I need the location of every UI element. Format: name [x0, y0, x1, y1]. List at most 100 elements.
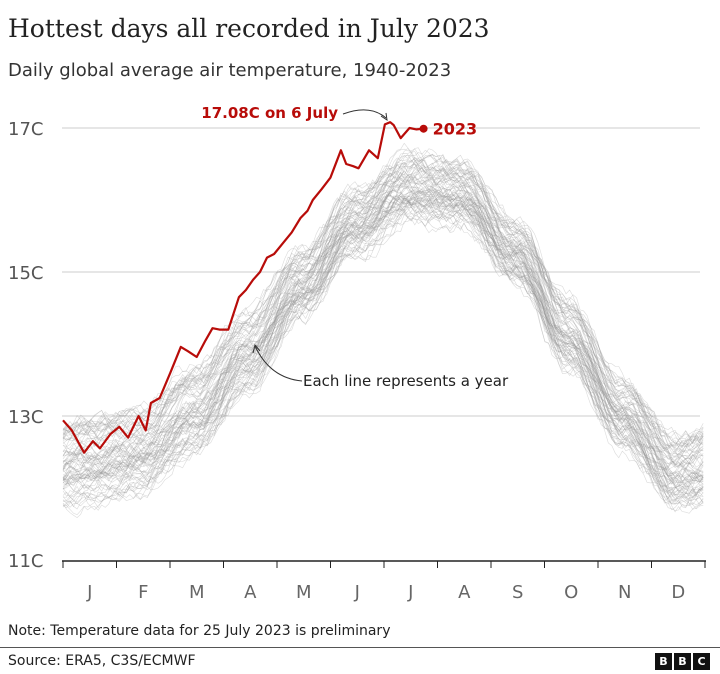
x-tick-label: A — [458, 582, 471, 603]
other-year-line — [62, 202, 704, 503]
other-year-line — [62, 151, 704, 447]
other-year-line — [62, 157, 704, 453]
other-year-line — [62, 195, 704, 495]
other-year-line — [62, 179, 704, 474]
other-year-line — [62, 176, 704, 460]
x-tick-label: J — [354, 582, 360, 603]
other-year-line — [62, 184, 704, 484]
other-year-line — [62, 193, 704, 489]
other-year-line — [62, 161, 704, 450]
peak-annotation: 17.08C on 6 July — [201, 104, 338, 122]
y-tick-label: 17C — [8, 119, 43, 140]
x-tick-label: J — [86, 582, 92, 603]
chart-subtitle: Daily global average air temperature, 19… — [8, 60, 452, 81]
other-year-line — [62, 166, 704, 457]
other-year-line — [62, 173, 704, 471]
other-year-line — [62, 177, 704, 475]
other-year-line — [62, 189, 704, 485]
other-year-line — [62, 163, 704, 449]
other-year-line — [62, 148, 704, 451]
other-year-line — [62, 165, 704, 455]
divider — [0, 647, 720, 648]
other-year-line — [62, 208, 704, 511]
other-year-line — [62, 181, 704, 484]
other-year-line — [62, 192, 704, 491]
other-year-line — [62, 192, 704, 493]
other-year-line — [62, 194, 704, 488]
other-year-line — [62, 167, 704, 465]
other-year-line — [62, 183, 704, 488]
series-2023-label: 2023 — [433, 120, 478, 139]
chart-title: Hottest days all recorded in July 2023 — [8, 14, 490, 43]
other-year-line — [62, 187, 704, 491]
other-year-line — [62, 195, 704, 495]
x-tick-label: M — [189, 582, 205, 603]
other-year-line — [62, 167, 704, 464]
other-year-line — [62, 210, 704, 511]
x-tick-label: D — [671, 582, 685, 603]
other-year-line — [62, 171, 704, 477]
x-tick-label: O — [564, 582, 578, 603]
x-tick-label: F — [138, 582, 148, 603]
other-year-line — [62, 187, 704, 495]
other-year-line — [62, 179, 704, 480]
other-year-line — [62, 202, 704, 510]
other-year-line — [62, 142, 704, 447]
footnote: Note: Temperature data for 25 July 2023 … — [8, 623, 391, 639]
x-tick-label: A — [244, 582, 257, 603]
other-year-line — [62, 205, 704, 506]
y-tick-label: 15C — [8, 263, 43, 284]
other-year-line — [62, 194, 704, 497]
other-year-line — [62, 197, 704, 500]
other-year-line — [62, 154, 704, 448]
other-year-line — [62, 152, 704, 446]
y-tick-label: 13C — [8, 407, 43, 428]
series-2023-line — [62, 121, 424, 454]
other-year-line — [62, 168, 704, 465]
other-year-line — [62, 201, 704, 516]
other-year-line — [62, 186, 704, 472]
other-year-line — [62, 192, 704, 485]
other-year-line — [62, 187, 704, 475]
other-year-line — [62, 147, 704, 447]
other-year-line — [62, 191, 704, 505]
x-tick-label: J — [407, 582, 413, 603]
other-year-line — [62, 211, 704, 510]
other-year-line — [62, 154, 704, 458]
other-year-line — [62, 185, 704, 494]
other-year-line — [62, 152, 704, 455]
other-year-line — [62, 163, 704, 466]
chart-plot: 11C 13C 15C 17C J F M A M J J A S O N D 2023 17.08C on 6 … — [8, 104, 706, 603]
other-year-line — [62, 211, 704, 518]
other-year-line — [62, 210, 704, 511]
other-year-line — [62, 193, 704, 502]
other-year-line — [62, 174, 704, 479]
series-2023-endpoint — [419, 124, 428, 133]
other-year-line — [62, 194, 704, 492]
other-year-line — [62, 159, 704, 455]
other-year-line — [62, 197, 704, 502]
other-year-line — [62, 175, 704, 471]
other-year-line — [62, 175, 704, 472]
other-year-line — [62, 179, 704, 484]
other-year-line — [62, 153, 704, 441]
lines-annotation: Each line represents a year — [303, 372, 509, 390]
y-tick-label: 11C — [8, 551, 43, 572]
other-year-line — [62, 169, 704, 468]
other-year-line — [62, 159, 704, 454]
x-tick-label: S — [512, 582, 523, 603]
other-year-line — [62, 176, 704, 479]
x-tick-label: M — [296, 582, 312, 603]
other-year-line — [62, 186, 704, 485]
other-year-line — [62, 195, 704, 499]
other-year-line — [62, 194, 704, 491]
other-year-line — [62, 174, 704, 475]
other-year-line — [62, 196, 704, 488]
x-tick-label: N — [618, 582, 631, 603]
other-year-line — [62, 154, 704, 459]
other-year-line — [62, 205, 704, 505]
other-year-line — [62, 172, 704, 479]
other-year-line — [62, 192, 704, 502]
